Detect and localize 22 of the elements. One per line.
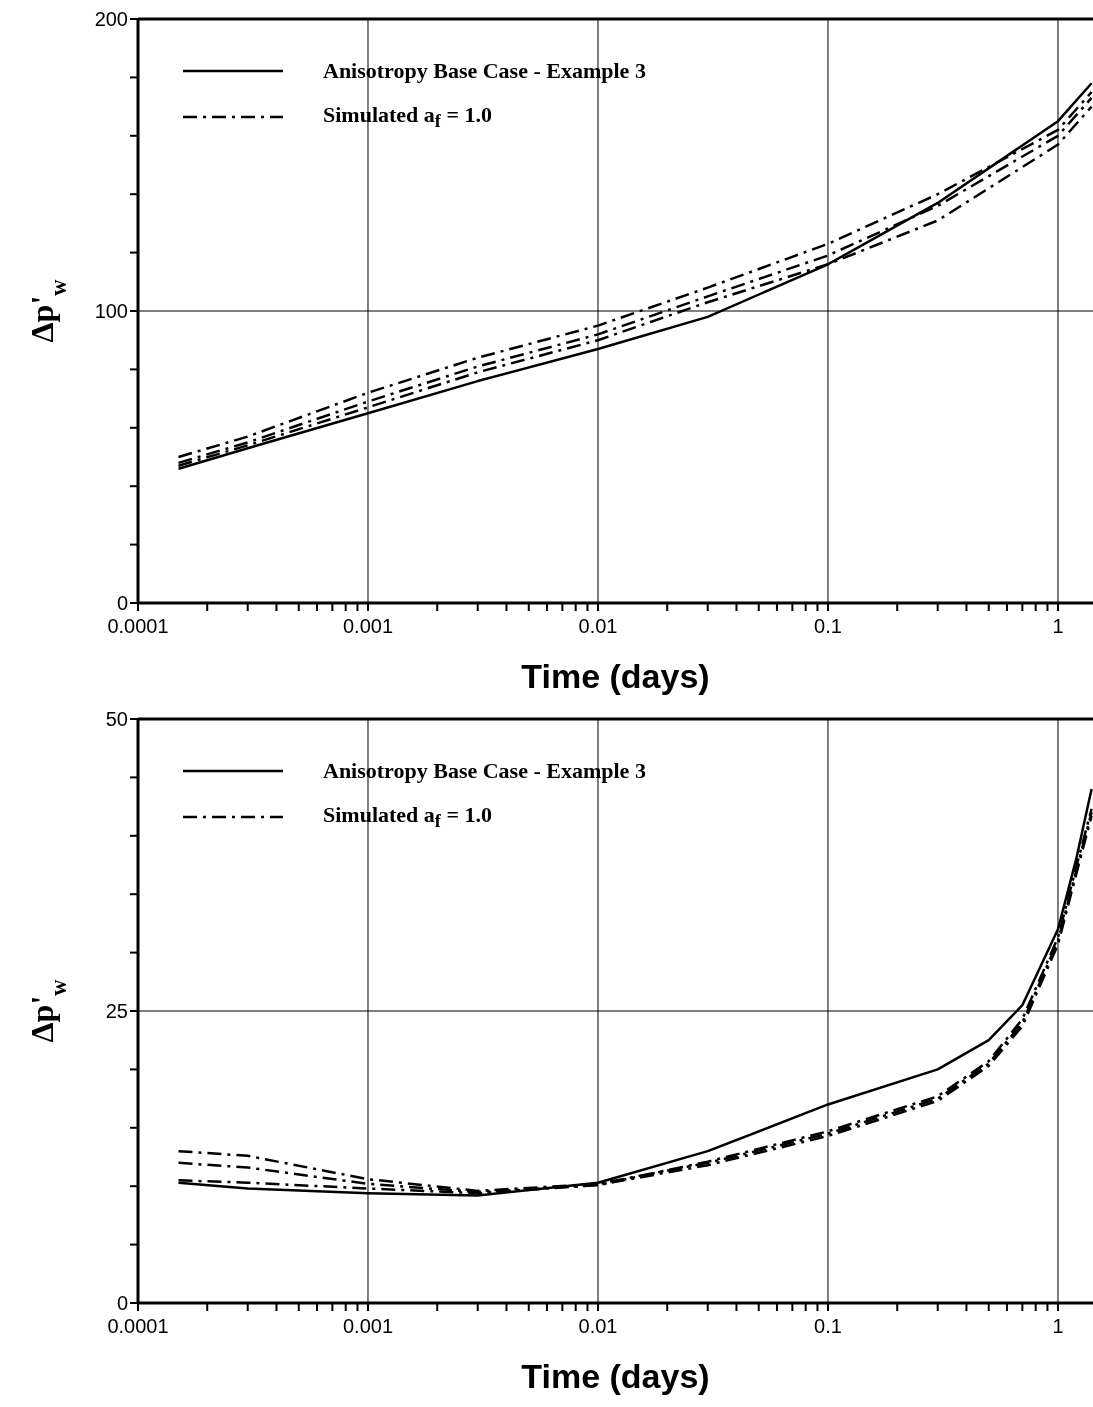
x-tick-label: 0.01 <box>578 615 618 638</box>
x-tick-label: 0.1 <box>814 615 842 638</box>
legend-label: Simulated a$_{f}$ = 1.0 <box>323 102 493 133</box>
x-axis-title: Time (days) <box>521 657 710 695</box>
x-tick-label: 1 <box>1052 1315 1064 1338</box>
x-tick-label: 1 <box>1052 615 1064 638</box>
y-tick-label: 0 <box>116 592 128 615</box>
legend-label: Simulated a$_{f}$ = 1.0 <box>323 802 493 833</box>
x-axis-title: Time (days) <box>521 1357 710 1395</box>
y-tick-label: 100 <box>94 300 128 323</box>
y-tick-label: 25 <box>105 1000 128 1023</box>
legend-label: Anisotropy Base Case - Example 3 <box>323 58 646 84</box>
y-tick-label: 0 <box>116 1292 128 1315</box>
x-tick-label: 0.01 <box>578 1315 618 1338</box>
y-tick-label: 200 <box>94 8 128 31</box>
y-tick-label: 50 <box>105 708 128 731</box>
legend-label: Anisotropy Base Case - Example 3 <box>323 758 646 784</box>
x-tick-label: 0.001 <box>342 615 394 638</box>
x-tick-label: 0.0001 <box>107 1315 169 1338</box>
x-tick-label: 0.001 <box>342 1315 394 1338</box>
x-tick-label: 0.0001 <box>107 615 169 638</box>
x-tick-label: 0.1 <box>814 1315 842 1338</box>
